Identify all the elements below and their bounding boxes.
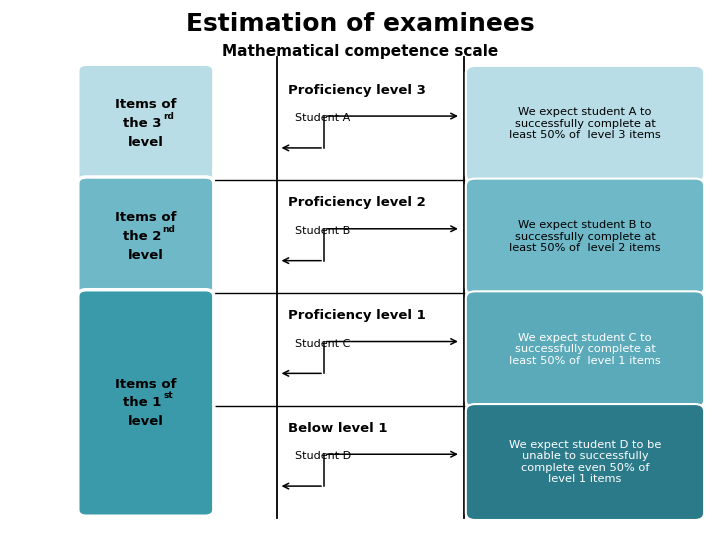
Text: nd: nd — [163, 225, 175, 233]
Text: Items of: Items of — [115, 98, 176, 111]
Text: Proficiency level 1: Proficiency level 1 — [288, 309, 426, 322]
Text: Student C: Student C — [295, 339, 351, 349]
Text: Estimation of examinees: Estimation of examinees — [186, 12, 534, 36]
Text: Student D: Student D — [295, 451, 351, 461]
Text: Items of: Items of — [115, 211, 176, 224]
Text: Mathematical competence scale: Mathematical competence scale — [222, 44, 498, 59]
Text: Below level 1: Below level 1 — [288, 422, 387, 435]
FancyBboxPatch shape — [466, 292, 704, 407]
Text: Items of: Items of — [115, 377, 176, 390]
Text: We expect student D to be
unable to successfully
complete even 50% of
level 1 it: We expect student D to be unable to succ… — [509, 440, 661, 484]
Text: Proficiency level 2: Proficiency level 2 — [288, 196, 426, 210]
Text: We expect student A to
successfully complete at
least 50% of  level 3 items: We expect student A to successfully comp… — [509, 107, 661, 140]
Text: level: level — [128, 249, 163, 262]
Text: level: level — [128, 415, 163, 428]
FancyBboxPatch shape — [466, 66, 704, 182]
FancyBboxPatch shape — [78, 177, 214, 296]
FancyBboxPatch shape — [466, 404, 704, 520]
Text: st: st — [164, 391, 174, 400]
Text: 430: 430 — [135, 399, 158, 412]
Text: the 2: the 2 — [123, 230, 161, 243]
FancyBboxPatch shape — [78, 64, 214, 184]
Text: Proficiency level 3: Proficiency level 3 — [288, 84, 426, 97]
FancyBboxPatch shape — [466, 179, 704, 295]
Text: Student A: Student A — [295, 113, 351, 123]
Text: We expect student B to
successfully complete at
least 50% of  level 2 items: We expect student B to successfully comp… — [509, 220, 661, 253]
Text: level: level — [128, 136, 163, 149]
Text: the 3: the 3 — [123, 117, 161, 130]
Text: 570: 570 — [135, 174, 158, 187]
FancyBboxPatch shape — [78, 289, 214, 516]
Text: 500: 500 — [135, 286, 158, 300]
Text: rd: rd — [163, 112, 174, 121]
Text: Student B: Student B — [295, 226, 351, 236]
Text: We expect student C to
successfully complete at
least 50% of  level 1 items: We expect student C to successfully comp… — [509, 333, 661, 366]
Text: the 1: the 1 — [123, 396, 161, 409]
